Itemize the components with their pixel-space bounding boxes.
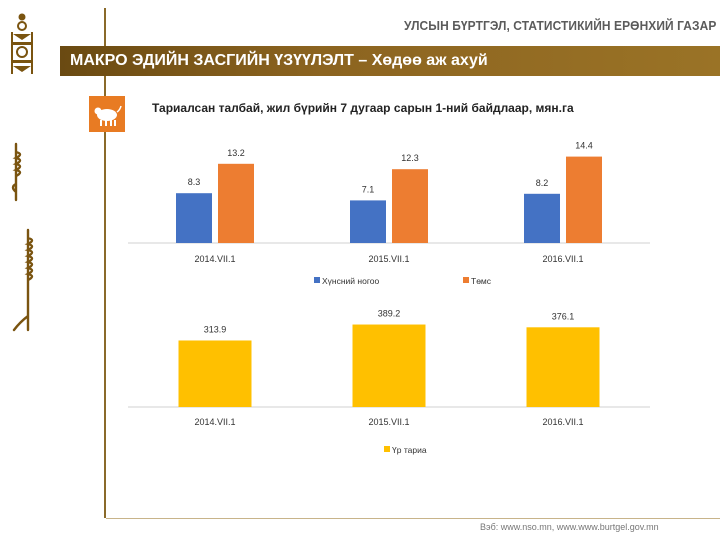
bar — [524, 193, 560, 243]
bar — [566, 156, 602, 243]
x-tick-label: 2014.VII.1 — [194, 417, 235, 427]
data-label: 8.3 — [188, 177, 201, 187]
category-icon-box — [89, 96, 125, 132]
legend-label: Төмс — [471, 276, 492, 286]
mongolian-script-decoration — [11, 142, 34, 332]
left-divider-line — [104, 8, 106, 518]
chart-title: Тариалсан талбай, жил бүрийн 7 дугаар са… — [152, 101, 574, 115]
legend-label: Хүнсний ногоо — [322, 276, 379, 286]
footer-divider — [106, 518, 720, 519]
x-tick-label: 2016.VII.1 — [542, 254, 583, 264]
sheep-icon — [94, 105, 122, 126]
x-tick-label: 2016.VII.1 — [542, 417, 583, 427]
data-label: 376.1 — [552, 311, 575, 321]
legend-swatch — [314, 277, 320, 283]
data-label: 13.2 — [227, 148, 245, 158]
data-label: 389.2 — [378, 309, 401, 319]
legend-swatch — [384, 446, 390, 452]
organization-name: УЛСЫН БҮРТГЭЛ, СТАТИСТИКИЙН ЕРӨНХИЙ ГАЗА… — [404, 18, 717, 33]
x-tick-label: 2014.VII.1 — [194, 254, 235, 264]
x-tick-label: 2015.VII.1 — [368, 254, 409, 264]
bar — [352, 324, 426, 407]
chart-sown-area-cereals: 313.9 2014.VII.1 389.2 2015.VII.1 376.1 2016.… — [128, 309, 650, 455]
bar — [178, 340, 252, 407]
footer-website: Вэб: www.nso.mn, www.www.burtgel.gov.mn — [480, 522, 659, 532]
legend-swatch — [463, 277, 469, 283]
chart-sown-area-potato-vegetables: 8.3 13.2 2014.VII.1 7.1 12.3 2015.VII.1 8.2 14.… — [128, 141, 650, 286]
legend-label: Үр тариа — [392, 445, 427, 455]
data-label: 7.1 — [362, 184, 375, 194]
left-decoration — [0, 0, 108, 540]
data-label: 12.3 — [401, 153, 419, 163]
bar — [350, 200, 386, 243]
bar — [176, 193, 212, 243]
soyombo-emblem-icon — [11, 13, 33, 74]
bar — [526, 327, 600, 407]
banner-title: МАКРО ЭДИЙН ЗАСГИЙН ҮЗҮҮЛЭЛТ – Хөдөө аж … — [70, 52, 488, 69]
title-banner: МАКРО ЭДИЙН ЗАСГИЙН ҮЗҮҮЛЭЛТ – Хөдөө аж … — [60, 46, 720, 76]
data-label: 313.9 — [204, 324, 227, 334]
bar — [392, 169, 428, 243]
data-label: 14.4 — [575, 141, 593, 151]
x-tick-label: 2015.VII.1 — [368, 417, 409, 427]
data-label: 8.2 — [536, 178, 549, 188]
bar — [218, 163, 254, 243]
